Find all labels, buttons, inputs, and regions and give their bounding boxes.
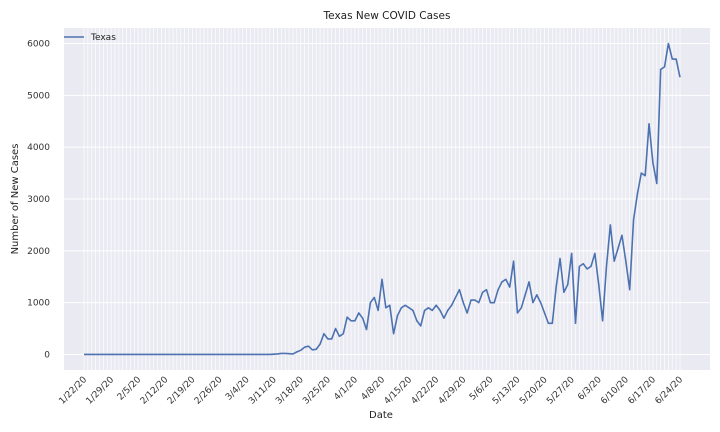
x-tick-label: 5/27/20 <box>545 375 577 407</box>
x-tick-label: 5/13/20 <box>491 375 523 407</box>
x-tick-label: 3/25/20 <box>301 375 333 407</box>
series-layer <box>84 42 681 356</box>
y-tick-label: 2000 <box>27 247 50 257</box>
legend: Texas <box>64 33 116 43</box>
x-tick-label: 6/24/20 <box>654 375 686 407</box>
series-line-texas <box>84 42 681 356</box>
y-tick-label: 6000 <box>27 40 50 50</box>
x-tick-label: 2/19/20 <box>166 375 198 407</box>
chart-title: Texas New COVID Cases <box>323 10 451 22</box>
legend-label-texas: Texas <box>90 33 116 43</box>
y-tick-label: 3000 <box>27 195 50 205</box>
y-tick-label: 0 <box>44 350 50 360</box>
x-tick-label: 6/17/20 <box>626 375 658 407</box>
y-axis-title: Number of New Cases <box>10 144 21 255</box>
x-tick-label: 4/1/20 <box>332 375 360 403</box>
x-tick-label: 3/11/20 <box>247 375 279 407</box>
x-tick-label: 5/20/20 <box>518 375 550 407</box>
x-tick-label: 2/12/20 <box>139 375 171 407</box>
x-tick-label: 4/15/20 <box>383 375 415 407</box>
x-tick-label: 2/26/20 <box>193 375 225 407</box>
x-tick-label: 1/22/20 <box>58 375 90 407</box>
x-tick-label: 6/10/20 <box>599 375 631 407</box>
x-tick-labels: 1/22/201/29/20 2/5/202/12/202/19/202/26/2… <box>58 375 686 407</box>
x-tick-label: 4/22/20 <box>410 375 442 407</box>
y-tick-label: 4000 <box>27 143 50 153</box>
x-tick-label: 3/18/20 <box>274 375 306 407</box>
y-tick-label: 5000 <box>27 91 50 101</box>
x-tick-label: 4/29/20 <box>437 375 469 407</box>
x-axis-title: Date <box>369 410 393 421</box>
x-tick-label: 1/29/20 <box>85 375 117 407</box>
y-tick-label: 1000 <box>27 299 50 309</box>
y-tick-labels: 0 1000 2000 3000 4000 5000 6000 <box>27 40 50 361</box>
